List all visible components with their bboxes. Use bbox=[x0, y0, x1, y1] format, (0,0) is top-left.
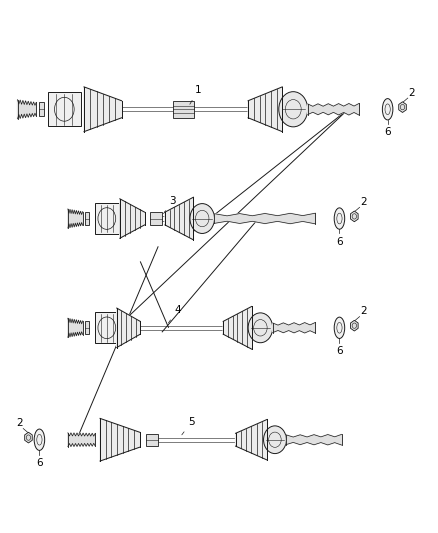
Ellipse shape bbox=[34, 429, 45, 450]
Text: 2: 2 bbox=[360, 197, 367, 207]
Ellipse shape bbox=[385, 104, 390, 115]
Polygon shape bbox=[350, 320, 358, 331]
Polygon shape bbox=[307, 103, 359, 115]
Text: 4: 4 bbox=[169, 305, 181, 323]
Bar bbox=[48, 92, 81, 126]
Text: 2: 2 bbox=[16, 418, 23, 428]
Bar bbox=[95, 203, 119, 234]
Text: 2: 2 bbox=[360, 306, 367, 316]
Polygon shape bbox=[236, 419, 267, 460]
Polygon shape bbox=[68, 209, 83, 228]
Text: 1: 1 bbox=[190, 85, 202, 104]
Bar bbox=[95, 312, 119, 343]
Text: 6: 6 bbox=[384, 127, 391, 138]
Text: 6: 6 bbox=[36, 458, 43, 468]
Ellipse shape bbox=[382, 99, 393, 120]
Polygon shape bbox=[273, 322, 315, 333]
Ellipse shape bbox=[337, 322, 342, 333]
Polygon shape bbox=[68, 318, 83, 337]
Ellipse shape bbox=[334, 208, 345, 229]
Polygon shape bbox=[25, 432, 32, 443]
Polygon shape bbox=[286, 434, 342, 445]
Circle shape bbox=[190, 204, 215, 233]
Bar bbox=[39, 102, 44, 116]
Bar bbox=[85, 321, 89, 334]
Polygon shape bbox=[215, 213, 315, 224]
Circle shape bbox=[279, 92, 307, 127]
Ellipse shape bbox=[37, 434, 42, 445]
Polygon shape bbox=[165, 197, 194, 240]
Polygon shape bbox=[223, 306, 252, 349]
Polygon shape bbox=[100, 418, 140, 461]
Text: 2: 2 bbox=[408, 87, 415, 98]
Bar bbox=[146, 434, 158, 446]
Bar bbox=[85, 212, 89, 225]
Polygon shape bbox=[18, 100, 36, 119]
Polygon shape bbox=[120, 199, 145, 238]
Bar bbox=[173, 101, 194, 118]
Polygon shape bbox=[117, 308, 140, 348]
Bar bbox=[149, 212, 162, 225]
Polygon shape bbox=[350, 211, 358, 222]
Polygon shape bbox=[399, 102, 406, 112]
Polygon shape bbox=[248, 87, 282, 132]
Text: 6: 6 bbox=[336, 237, 343, 247]
Circle shape bbox=[264, 426, 286, 454]
Text: 3: 3 bbox=[163, 196, 176, 214]
Polygon shape bbox=[68, 433, 95, 447]
Polygon shape bbox=[84, 87, 122, 132]
Text: 5: 5 bbox=[182, 417, 195, 435]
Ellipse shape bbox=[334, 317, 345, 338]
Circle shape bbox=[248, 313, 273, 343]
Ellipse shape bbox=[337, 213, 342, 224]
Text: 6: 6 bbox=[336, 346, 343, 356]
